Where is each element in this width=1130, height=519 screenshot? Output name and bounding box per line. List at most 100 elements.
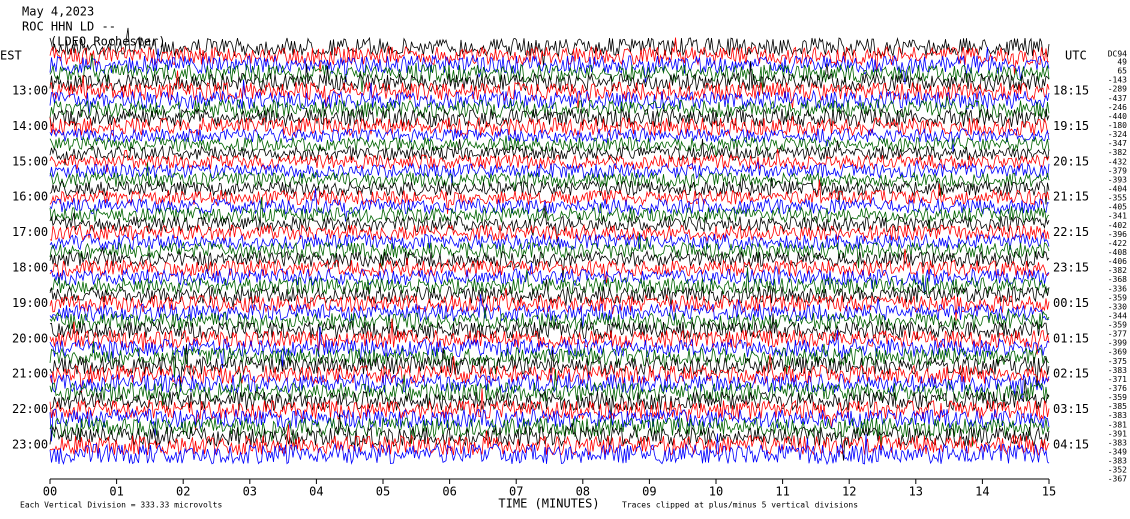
- dc-offset: -383: [1108, 457, 1127, 466]
- est-label: 19:00: [12, 296, 48, 310]
- x-tick-label: 10: [709, 485, 723, 499]
- dc-offset: -440: [1108, 112, 1127, 121]
- x-tick-label: 13: [909, 485, 923, 499]
- dc-offset: -368: [1108, 275, 1127, 284]
- trace: [49, 413, 1050, 461]
- utc-label: 02:15: [1053, 367, 1089, 381]
- dc-offset: -143: [1108, 76, 1127, 85]
- trace: [49, 433, 1050, 466]
- trace: [49, 95, 1050, 120]
- trace: [50, 379, 1050, 421]
- dc-offset: -408: [1108, 248, 1127, 257]
- dc-offset: -396: [1108, 230, 1127, 239]
- trace: [49, 232, 1050, 269]
- x-tick-label: 12: [842, 485, 856, 499]
- trace: [49, 138, 1050, 166]
- x-tick-label: 02: [176, 485, 190, 499]
- utc-label: 23:15: [1053, 261, 1089, 275]
- dc-offset: -369: [1108, 348, 1127, 357]
- trace: [49, 416, 1050, 451]
- dc-offset: -359: [1108, 393, 1127, 402]
- x-tick-label: 08: [576, 485, 590, 499]
- dc-title: DC94: [1108, 50, 1127, 59]
- trace: [49, 318, 1050, 355]
- est-label: 22:00: [12, 402, 48, 416]
- est-label: 23:00: [12, 438, 48, 452]
- x-tick-label: 07: [509, 485, 523, 499]
- trace: [49, 79, 1050, 116]
- est-label: 16:00: [12, 190, 48, 204]
- right-axis-title: UTC: [1065, 49, 1087, 63]
- trace: [49, 341, 1050, 378]
- utc-label: 22:15: [1053, 225, 1089, 239]
- dc-offset: -437: [1108, 94, 1127, 103]
- x-tick-label: 14: [975, 485, 989, 499]
- dc-offset: -246: [1108, 103, 1127, 112]
- trace: [49, 162, 1050, 197]
- dc-offset: -347: [1108, 139, 1127, 148]
- trace: [49, 188, 1050, 222]
- trace: [49, 27, 1050, 67]
- est-label: 17:00: [12, 225, 48, 239]
- trace: [49, 306, 1050, 334]
- trace: [49, 313, 1050, 341]
- dc-offset: -432: [1108, 157, 1127, 166]
- dc-offset: -367: [1108, 475, 1127, 484]
- trace: [49, 388, 1050, 430]
- dc-offset: -402: [1108, 221, 1127, 230]
- x-axis-title: TIME (MINUTES): [498, 497, 599, 511]
- x-tick-label: 05: [376, 485, 390, 499]
- est-label: 18:00: [12, 261, 48, 275]
- x-tick-label: 09: [642, 485, 656, 499]
- trace: [49, 37, 1050, 76]
- x-tick-label: 01: [109, 485, 123, 499]
- traces: [49, 27, 1050, 466]
- dc-offset: -405: [1108, 203, 1127, 212]
- left-axis-title: EST: [0, 49, 22, 63]
- dc-offset: -385: [1108, 402, 1127, 411]
- dc-offset: -377: [1108, 330, 1127, 339]
- dc-offset: -375: [1108, 357, 1127, 366]
- dc-offset: -422: [1108, 239, 1127, 248]
- dc-offset: -382: [1108, 266, 1127, 275]
- dc-offset: -330: [1108, 302, 1127, 311]
- header-location: (LDEO Rochester): [50, 35, 166, 49]
- trace: [49, 107, 1050, 129]
- est-label: 20:00: [12, 331, 48, 345]
- dc-offset: -381: [1108, 420, 1127, 429]
- trace: [49, 116, 1050, 137]
- dc-offset: -355: [1108, 194, 1127, 203]
- dc-offset: -359: [1108, 293, 1127, 302]
- utc-label: 21:15: [1053, 190, 1089, 204]
- trace: [49, 46, 1050, 85]
- x-tick-label: 15: [1042, 485, 1056, 499]
- trace: [49, 407, 1050, 442]
- utc-label: 03:15: [1053, 402, 1089, 416]
- trace: [49, 344, 1050, 387]
- dc-offset: -376: [1108, 384, 1127, 393]
- est-label: 13:00: [12, 84, 48, 98]
- trace: [49, 267, 1050, 296]
- x-tick-label: 03: [243, 485, 257, 499]
- dc-offset: 65: [1117, 67, 1127, 76]
- dc-offset: -383: [1108, 366, 1127, 375]
- trace: [49, 326, 1050, 369]
- dc-offset: -406: [1108, 257, 1127, 266]
- dc-offset: -352: [1108, 466, 1127, 475]
- dc-offset: -371: [1108, 375, 1127, 384]
- trace: [49, 232, 1050, 252]
- dc-offset: -349: [1108, 448, 1127, 457]
- trace: [49, 127, 1050, 152]
- header-date: May 4,2023: [22, 5, 94, 19]
- footer-clip: Traces clipped at plus/minus 5 vertical …: [622, 501, 858, 510]
- x-tick-label: 06: [442, 485, 456, 499]
- trace: [49, 159, 1050, 185]
- utc-label: 20:15: [1053, 154, 1089, 168]
- dc-offset: -359: [1108, 321, 1127, 330]
- utc-label: 19:15: [1053, 119, 1089, 133]
- dc-offset: 49: [1117, 58, 1127, 67]
- x-tick-label: 04: [309, 485, 323, 499]
- dc-offset: -404: [1108, 184, 1127, 193]
- trace: [49, 372, 1050, 401]
